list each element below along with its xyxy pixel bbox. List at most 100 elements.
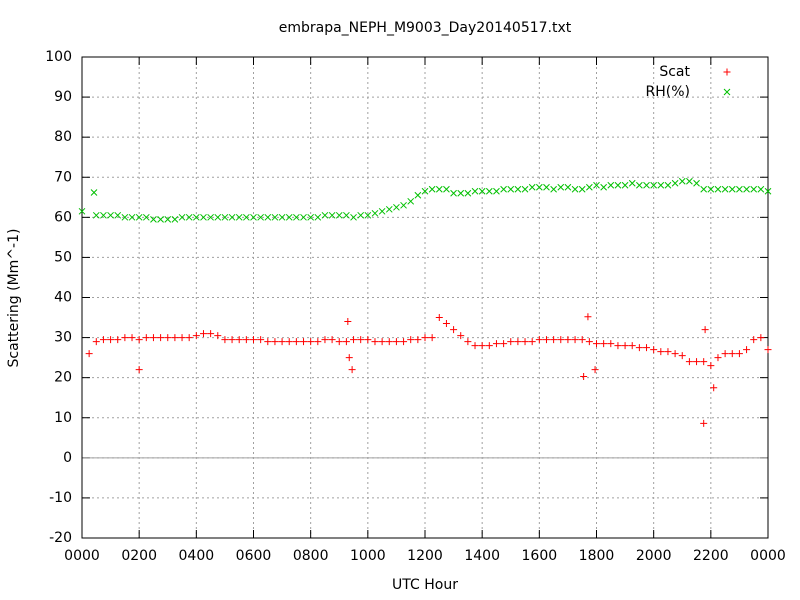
data-point <box>414 191 422 199</box>
data-point <box>650 346 658 354</box>
data-point <box>348 366 356 374</box>
data-point <box>443 185 450 193</box>
data-point <box>292 338 300 346</box>
x-tick-label: 1400 <box>464 548 500 564</box>
data-point <box>421 334 429 342</box>
data-point <box>207 213 214 221</box>
legend-label: Scat <box>659 64 690 80</box>
data-point <box>135 366 143 374</box>
data-point <box>300 213 307 221</box>
data-point <box>235 213 243 221</box>
data-point <box>591 366 599 374</box>
data-point <box>714 185 722 193</box>
data-point <box>228 336 236 344</box>
data-point <box>500 185 507 193</box>
y-tick-label: 70 <box>54 169 72 185</box>
data-point <box>743 346 751 354</box>
data-point <box>385 205 393 213</box>
data-point <box>164 215 172 223</box>
data-point <box>178 213 186 221</box>
data-point <box>378 338 386 346</box>
data-point <box>407 197 415 205</box>
data-point <box>584 313 592 321</box>
data-point <box>157 334 165 342</box>
data-point <box>700 419 708 427</box>
data-point <box>492 340 500 348</box>
data-point <box>135 336 143 344</box>
data-point <box>628 179 636 187</box>
data-point <box>307 213 315 221</box>
x-tick-label: 0400 <box>179 548 215 564</box>
data-point <box>557 183 565 191</box>
data-point <box>664 348 672 356</box>
data-point <box>221 336 229 344</box>
data-point <box>78 207 86 215</box>
data-point <box>257 336 265 344</box>
data-point <box>736 185 743 193</box>
data-point <box>557 336 565 344</box>
data-point <box>285 338 293 346</box>
data-point <box>493 187 500 195</box>
data-point <box>700 358 708 366</box>
data-point <box>392 338 400 346</box>
y-tick-label: 80 <box>54 129 72 145</box>
data-point <box>678 177 686 185</box>
data-point <box>107 336 115 344</box>
data-point <box>307 338 315 346</box>
x-tick-label: 0000 <box>750 548 786 564</box>
data-point <box>478 342 486 350</box>
data-point <box>686 177 693 185</box>
data-point <box>564 336 572 344</box>
data-point <box>750 336 758 344</box>
data-point <box>643 344 651 352</box>
data-point <box>614 181 622 189</box>
data-point <box>750 185 758 193</box>
x-tick-label: 0000 <box>64 548 100 564</box>
data-point <box>345 354 353 362</box>
data-point <box>678 352 686 360</box>
x-tick-label: 1800 <box>579 548 615 564</box>
x-tick-label: 1200 <box>407 548 443 564</box>
data-point <box>514 185 522 193</box>
data-point <box>121 213 129 221</box>
data-point <box>721 185 729 193</box>
data-point <box>271 338 279 346</box>
data-point <box>514 338 522 346</box>
data-point <box>371 209 379 217</box>
data-point <box>335 211 343 219</box>
data-point <box>242 336 250 344</box>
data-point <box>485 342 493 350</box>
data-point <box>714 354 722 362</box>
data-point <box>192 332 200 340</box>
data-point <box>107 211 114 219</box>
data-point <box>442 320 450 328</box>
data-point <box>135 213 143 221</box>
data-point <box>321 336 329 344</box>
data-point <box>585 338 593 346</box>
data-point <box>364 336 372 344</box>
x-tick-label: 2000 <box>636 548 672 564</box>
data-point <box>580 372 588 380</box>
y-axis-label: Scattering (Mm^-1) <box>6 229 22 368</box>
data-point <box>435 314 443 322</box>
data-point <box>701 326 709 334</box>
legend-label: RH(%) <box>646 84 690 100</box>
data-point <box>328 336 336 344</box>
data-point <box>586 183 593 191</box>
data-point <box>293 213 300 221</box>
data-point <box>171 334 179 342</box>
data-point <box>571 336 579 344</box>
data-point <box>464 189 472 197</box>
data-point <box>100 211 107 219</box>
y-tick-label: -20 <box>49 530 72 546</box>
y-tick-label: 30 <box>54 330 72 346</box>
data-point <box>199 330 207 338</box>
data-point <box>85 350 93 358</box>
data-point <box>657 348 665 356</box>
data-point <box>650 181 658 189</box>
data-point <box>114 336 122 344</box>
legend-marker <box>723 88 731 96</box>
data-point <box>728 350 736 358</box>
data-point <box>542 336 550 344</box>
